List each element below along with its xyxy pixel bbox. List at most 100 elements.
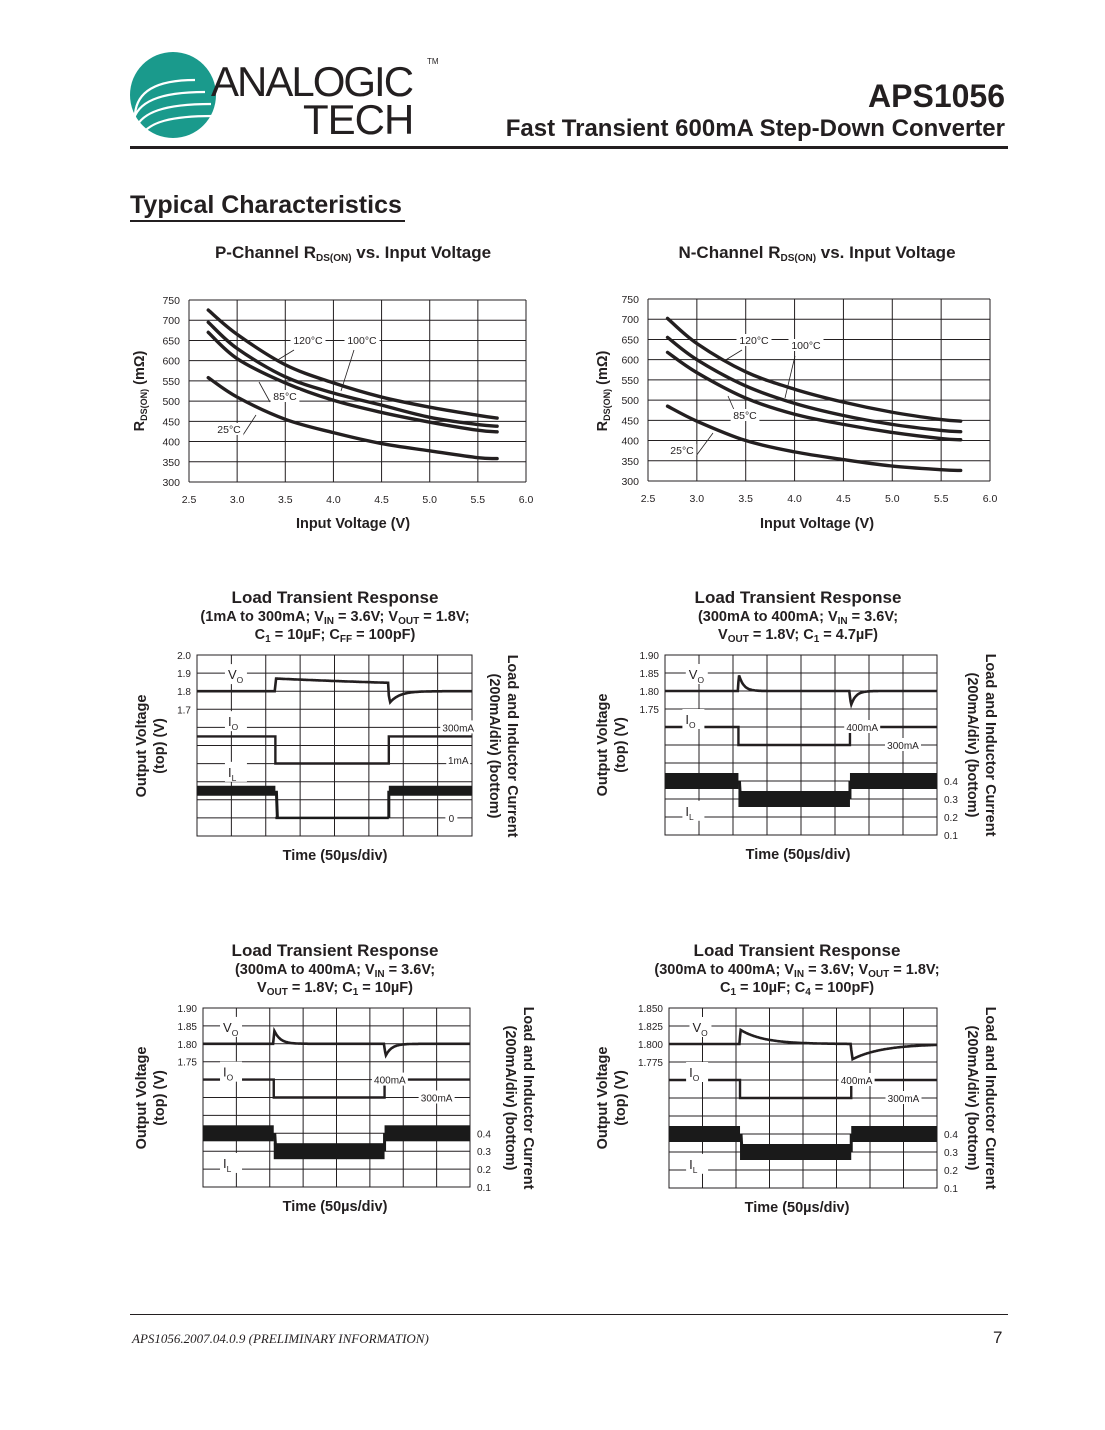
x-tick-label: 3.0: [230, 494, 245, 506]
scope-chart-2: 1.90 1.85 1.80 1.75 0.4 0.3 0.2 0.1 400mA 300mA: [178, 1004, 492, 1194]
y-axis-label-right-line: (200mA/div) (bottom): [964, 1025, 980, 1171]
x-tick-label: 4.5: [836, 493, 851, 505]
y-axis-label-right-line: Load and Inductor Current: [982, 1006, 998, 1190]
y-axis-label-text: R: [595, 420, 611, 432]
trace-label-text: I: [228, 765, 232, 780]
series-label: 85°C: [733, 410, 757, 422]
chart-subtitle-subscript: FF: [339, 634, 353, 645]
il-trace-high: [665, 773, 739, 789]
chart-subtitle: (300mA to 400mA; VIN = 3.6V;: [698, 608, 898, 627]
left-tick-label: 1.825: [638, 1022, 663, 1033]
level-label-background: [446, 752, 471, 766]
series-label: 120°C: [739, 335, 769, 347]
chart-subtitle-text: = 100pF): [810, 980, 875, 996]
y-tick-label: 300: [162, 477, 180, 489]
y-axis-label-right-line: (200mA/div) (bottom): [502, 1024, 518, 1170]
trace-label-text: V: [689, 667, 698, 682]
trace-label: IO: [223, 1065, 234, 1083]
rds-chart-0: 2.5 3.0 3.5 4.0 4.5 5.0 5.5 6.0 300 350 400 450 500 5…: [162, 295, 533, 506]
trace-label-background: [682, 800, 705, 821]
y-axis-label-right: Load and Inductor Current (200mA/div) (bo…: [963, 1007, 999, 1190]
y-tick-label: 400: [162, 437, 180, 449]
label-leader-line: [723, 349, 743, 362]
trace-label-text: I: [223, 1156, 227, 1171]
chart-subtitle-text: = 3.6V; V: [333, 609, 399, 625]
chart-subtitle-text: V: [257, 980, 267, 996]
series-line-100c: [665, 335, 963, 434]
left-tick-label: 1.75: [178, 1058, 198, 1069]
level-label: 300mA: [888, 1094, 920, 1105]
x-axis-label: Time (50µs/div): [282, 1199, 388, 1215]
y-tick-label: 450: [621, 415, 639, 427]
chart-subtitle-subscript: 1: [352, 987, 359, 998]
chart-subtitle-text: C: [719, 980, 731, 996]
trace-label: VO: [692, 1020, 708, 1038]
y-axis-label-left: Output Voltage (top) (V): [594, 694, 630, 797]
level-label-background: [844, 720, 881, 733]
level-label: 300mA: [442, 723, 474, 734]
trace-label-text: I: [689, 1065, 693, 1080]
series-label: 85°C: [273, 391, 297, 403]
header-rule: [130, 146, 1008, 149]
right-tick-label: 0.4: [477, 1129, 491, 1140]
level-label-background: [418, 1090, 455, 1104]
x-axis-label: Time (50µs/div): [282, 848, 388, 864]
y-axis-label: RDS(ON) (mΩ): [131, 351, 149, 432]
x-tick-label: 5.0: [422, 494, 437, 506]
chart-subtitle-text: = 1.8V;: [889, 962, 940, 978]
y-axis-label-right-line: Load and Inductor Current: [982, 653, 998, 837]
y-tick-label: 500: [162, 396, 180, 408]
chart-subtitle: (300mA to 400mA; VIN = 3.6V; VOUT = 1.8V…: [654, 961, 940, 980]
x-tick-label: 2.5: [182, 494, 197, 506]
trace-label: IO: [689, 1065, 700, 1083]
logo-wave-icon: [131, 78, 214, 137]
y-axis-label-right-line: (200mA/div) (bottom): [486, 672, 502, 818]
left-tick-label: 1.9: [177, 669, 191, 680]
level-label: 300mA: [887, 741, 919, 752]
series-line-25c: [665, 404, 963, 473]
level-label: 400mA: [841, 1076, 873, 1087]
chart-title: Load Transient Response: [231, 588, 439, 607]
trace-label-text: I: [228, 714, 232, 729]
series-label: 100°C: [347, 335, 377, 347]
y-tick-label: 600: [162, 356, 180, 368]
chart-subtitle-subscript: 1: [730, 987, 737, 998]
y-axis-label-left-line: Output Voltage: [595, 693, 611, 797]
chart-subtitle-subscript: 1: [265, 634, 271, 645]
vo-trace: [197, 677, 472, 705]
right-tick-label: 0.1: [944, 1184, 958, 1195]
trace-label-subscript: L: [232, 773, 237, 783]
trace-label-background: [685, 664, 708, 684]
y-tick-label: 750: [162, 295, 180, 307]
level-label-background: [445, 810, 458, 824]
trace-label-background: [686, 1153, 709, 1174]
y-axis-label-left: Output Voltage (top) (V): [594, 1047, 630, 1150]
left-tick-label: 1.800: [638, 1040, 663, 1051]
chart-title-text: N-Channel R: [678, 243, 781, 262]
x-axis-label: Time (50µs/div): [745, 847, 851, 863]
trace-label-subscript: O: [237, 675, 244, 685]
vo-trace: [203, 1026, 470, 1059]
y-tick-label: 550: [162, 376, 180, 388]
trace-label-text: I: [685, 804, 689, 819]
x-tick-label: 3.0: [690, 493, 705, 505]
section-title: Typical Characteristics: [130, 190, 405, 222]
trace-label-subscript: L: [689, 812, 694, 822]
right-tick-label: 0.1: [944, 831, 958, 842]
chart-subtitle-subscript: IN: [837, 616, 848, 627]
label-leader-line: [340, 349, 355, 392]
label-leader-line: [275, 349, 295, 362]
chart-subtitle: VOUT = 1.8V; C1 = 10µF): [257, 979, 413, 998]
il-trace-high: [851, 1126, 937, 1142]
logo-text-analogic: ANALOGIC: [211, 58, 413, 105]
chart-subtitle-subscript: OUT: [727, 634, 749, 645]
il-trace-low: [273, 1143, 385, 1160]
il-trace-high: [203, 1125, 274, 1142]
logo-trademark: TM: [427, 57, 439, 66]
trace-label-subscript: O: [232, 722, 239, 732]
x-axis-label: Input Voltage (V): [295, 516, 411, 532]
chart-subtitle: C1 = 10µF; CFF = 100pF): [255, 626, 416, 645]
analogictech-logo: ANALOGIC TECH TM: [130, 52, 439, 142]
scope-chart-1: 1.90 1.85 1.80 1.75 0.4 0.3 0.2 0.1 400mA 300mA: [640, 651, 959, 842]
